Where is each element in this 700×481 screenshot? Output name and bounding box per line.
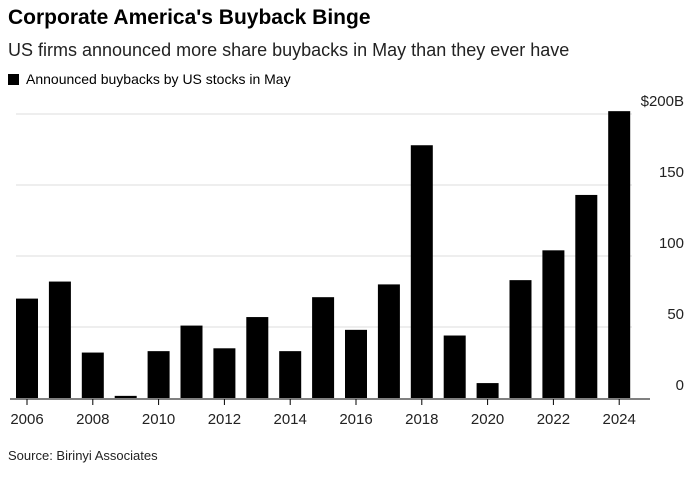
- y-tick-label: 150: [659, 164, 684, 181]
- bar-2010: [147, 351, 170, 398]
- y-tick-label: 0: [676, 377, 684, 394]
- bar-2013: [246, 317, 269, 398]
- x-tick-label: 2024: [603, 411, 636, 428]
- bar-2021: [509, 280, 532, 398]
- bar-2017: [377, 284, 400, 398]
- x-tick-label: 2006: [10, 411, 43, 428]
- bar-2020: [476, 383, 499, 398]
- bar-2011: [180, 325, 203, 398]
- bar-2016: [345, 329, 367, 398]
- y-tick-label: $200B: [641, 93, 684, 110]
- x-tick-label: 2008: [76, 411, 109, 428]
- bar-2018: [410, 145, 433, 398]
- x-tick-label: 2016: [339, 411, 372, 428]
- source-note: Source: Birinyi Associates: [8, 448, 158, 463]
- bar-2012: [213, 348, 236, 398]
- bar-2015: [312, 297, 335, 398]
- x-tick-label: 2022: [537, 411, 570, 428]
- x-tick-label: 2018: [405, 411, 438, 428]
- x-tick-label: 2012: [208, 411, 241, 428]
- legend-swatch: [8, 73, 19, 85]
- bar-2007: [48, 281, 71, 398]
- y-tick-label: 100: [659, 235, 684, 252]
- bar-2019: [443, 335, 466, 398]
- legend: Announced buybacks by US stocks in May: [8, 71, 291, 87]
- chart-title: Corporate America's Buyback Binge: [8, 6, 371, 29]
- x-tick-label: 2020: [471, 411, 504, 428]
- bar-2009: [114, 395, 137, 398]
- bar-2024: [608, 111, 631, 398]
- bar-2006: [16, 298, 38, 398]
- bar-2023: [575, 194, 598, 398]
- chart-subtitle: US firms announced more share buybacks i…: [8, 40, 570, 60]
- legend-label: Announced buybacks by US stocks in May: [26, 71, 291, 87]
- y-tick-label: 50: [667, 306, 684, 323]
- bar-2022: [542, 250, 565, 398]
- x-tick-label: 2010: [142, 411, 175, 428]
- bar-2008: [81, 352, 104, 398]
- bar-2014: [279, 351, 302, 398]
- x-tick-label: 2014: [274, 411, 307, 428]
